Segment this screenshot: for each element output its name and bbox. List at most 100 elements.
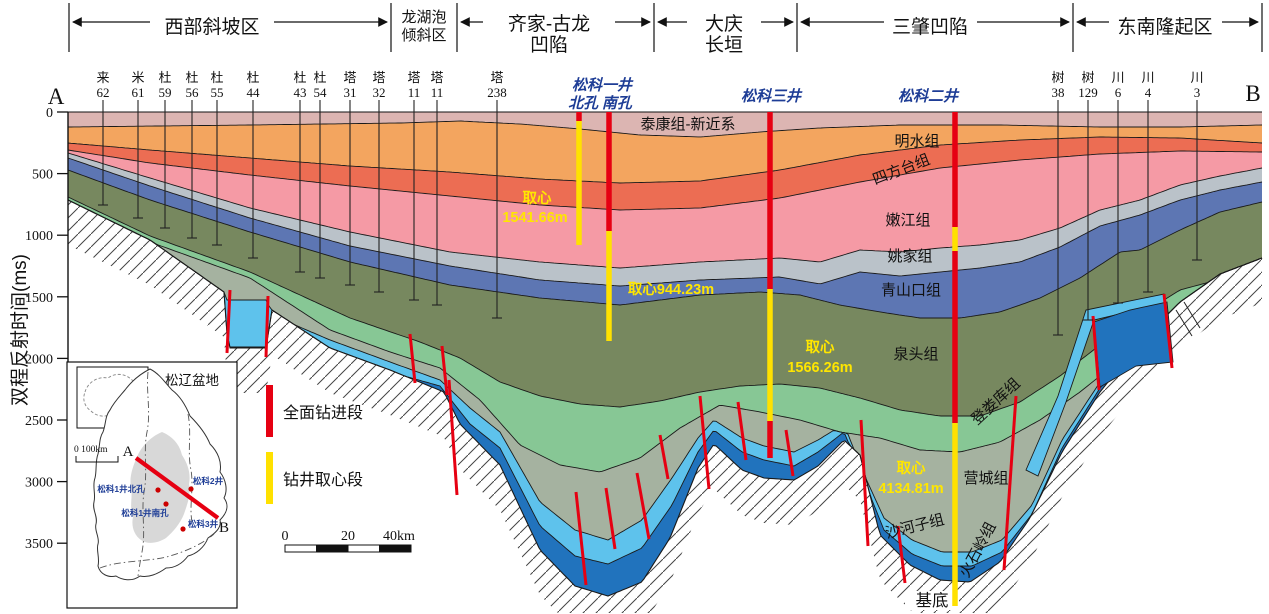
well-name: 川	[1190, 70, 1203, 85]
fault-line	[225, 289, 232, 354]
well-number: 31	[344, 85, 357, 100]
zone-sanzhao: 三肇凹陷	[892, 16, 968, 38]
minor-fault-line	[1175, 309, 1193, 337]
formation-sifangtai	[68, 137, 1262, 210]
well-number: 11	[431, 85, 444, 100]
well-name: 塔	[372, 70, 385, 85]
well-number: 6	[1115, 85, 1122, 100]
well-name: 杜	[185, 70, 198, 85]
legend-full-drill-label: 全面钻进段	[283, 404, 363, 422]
zone-label-bg	[1109, 13, 1222, 40]
fault-line	[440, 345, 449, 396]
well-number: 238	[487, 85, 507, 100]
core-sk2-2: 4134.81m	[878, 481, 943, 497]
formation-denglouku	[68, 197, 1262, 472]
inset-well-label-sk1n: 松科1井北孔	[97, 484, 145, 494]
zone-label-bg	[150, 13, 274, 40]
well-number: 4	[1145, 85, 1152, 100]
well-number: 38	[1052, 85, 1065, 100]
core-sk2-1: 取心	[897, 460, 926, 477]
zone-longhupao-1: 龙湖泡	[401, 9, 446, 26]
y-axis-title: 双程反射时间(ms)	[9, 254, 31, 406]
well-name: 米	[131, 70, 144, 85]
formation-taikang	[68, 112, 1262, 137]
fault-line	[635, 472, 651, 540]
well-number: 56	[186, 85, 200, 100]
horizon-line	[67, 149, 1262, 211]
inset-well-dot-sk1s	[163, 501, 169, 507]
well-number: 62	[97, 85, 110, 100]
scale-40km: 40km	[383, 529, 415, 544]
fault-line	[896, 525, 907, 584]
core-sk3-2: 1566.26m	[787, 360, 852, 376]
axis-tick-label: 0	[46, 106, 53, 121]
axis-tick-label: 1500	[25, 291, 53, 306]
inset-b: B	[219, 520, 229, 536]
fault-line	[698, 395, 711, 490]
horizon-line	[67, 157, 1263, 287]
structural-zone-header: 西部斜坡区 龙湖泡 倾斜区 齐家-古龙 凹陷 大庆 长垣 三肇凹陷 东南隆起区	[68, 3, 1263, 56]
zone-label-bg	[884, 13, 977, 40]
well-number: 61	[132, 85, 145, 100]
well-name: 川	[1141, 70, 1154, 85]
inset-boundary-line	[137, 371, 150, 577]
fault-line	[264, 295, 270, 358]
inset-title: 松辽盆地	[165, 373, 219, 388]
formation-yingcheng	[68, 200, 1262, 552]
formation-quantou	[68, 170, 1262, 416]
inset-scale-label: 0 100km	[74, 445, 108, 455]
core-interval-labels: 取心 1541.66m 取心944.23m 取心 1566.26m 取心 413…	[502, 190, 943, 497]
label-taikang: 泰康组-新近系	[641, 116, 736, 133]
well-number: 3	[1194, 85, 1201, 100]
scale-0: 0	[282, 529, 289, 544]
well-number: 11	[408, 85, 421, 100]
core-sk1s: 取心944.23m	[628, 281, 714, 298]
fault-line	[784, 429, 795, 477]
legend-core-label: 钻井取心段	[283, 471, 363, 489]
fault-line	[658, 434, 670, 480]
well-name: 杜	[158, 70, 171, 85]
inset-well-label-sk3: 松科3井	[188, 519, 219, 529]
formation-huoshiling	[68, 200, 1262, 596]
fault-line	[859, 419, 870, 547]
well-number: 32	[373, 85, 386, 100]
sk3-well-label: 松科三井	[741, 88, 803, 105]
sk-well-labels: 松科一井 北孔 南孔 松科三井 松科二井	[568, 77, 960, 112]
well-name: 来	[96, 70, 109, 85]
fault-line	[736, 401, 748, 461]
well-number: 55	[211, 85, 224, 100]
fault-line	[1002, 395, 1018, 571]
core-sk1n-2: 1541.66m	[502, 210, 567, 226]
zone-label-bg	[687, 10, 761, 37]
well-number: 129	[1078, 85, 1098, 100]
well-name: 树	[1051, 70, 1064, 85]
zone-daqing-1: 大庆	[705, 13, 743, 35]
horizon-line	[67, 196, 1263, 417]
well-name: 杜	[246, 70, 259, 85]
label-yingcheng: 营城组	[963, 470, 1008, 487]
well-name: 杜	[293, 70, 306, 85]
fault-line	[408, 333, 417, 384]
inset-well-dot-sk3	[180, 526, 186, 532]
zone-southeast-uplift: 东南隆起区	[1117, 16, 1212, 38]
well-number: 43	[294, 85, 307, 100]
inset-a: A	[123, 444, 134, 460]
inset-well-dot-sk2	[188, 486, 194, 492]
inset-location-map: 松辽盆地 0 100km A B 松科1井北孔 松科2井 松科1井南孔 松科3井	[66, 361, 238, 609]
well-number: 54	[314, 85, 328, 100]
fault-line	[447, 379, 459, 496]
formation-mingshui	[68, 121, 1262, 183]
well-name: 树	[1081, 70, 1094, 85]
formation-shahezi	[68, 200, 1262, 566]
endpoint-b: B	[1245, 81, 1260, 106]
horizon-line	[67, 169, 1263, 319]
well-name: 杜	[313, 70, 326, 85]
scale-20: 20	[341, 529, 355, 544]
axis-tick-label: 500	[32, 168, 53, 183]
horizon-line	[68, 120, 1263, 138]
y-axis: 0 500 1000 1500 2000 2500 3000 3500 双程反射时间(ms)	[9, 106, 69, 598]
axis-tick-label: 2000	[25, 352, 53, 367]
axis-tick-label: 3500	[25, 537, 53, 552]
axis-tick-label: 2500	[25, 414, 53, 429]
